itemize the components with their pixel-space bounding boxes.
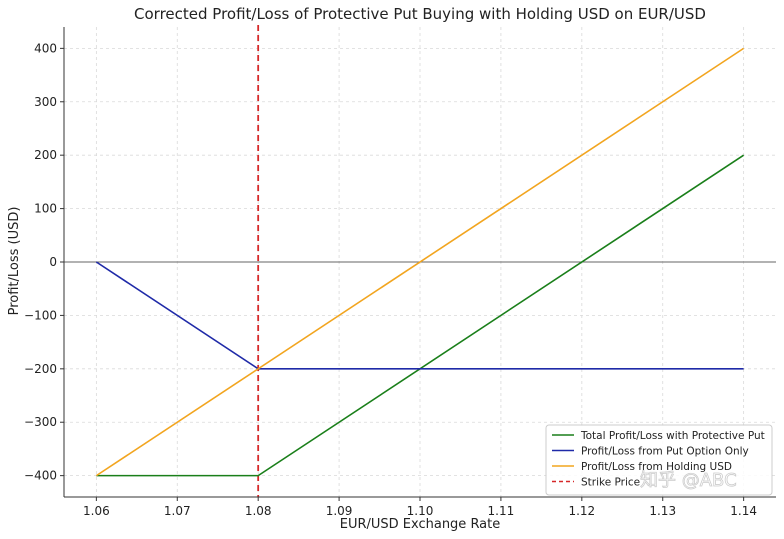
legend-box: [545, 424, 773, 496]
chart-title: Corrected Profit/Loss of Protective Put …: [134, 5, 706, 23]
series-line-1: [96, 154, 745, 477]
axes-layer: [60, 27, 776, 501]
legend-label: Profit/Loss from Put Option Only: [581, 446, 749, 458]
y-tick-label: −300: [24, 415, 57, 429]
y-axis-label: Profit/Loss (USD): [7, 207, 22, 316]
x-tick-label: 1.13: [649, 504, 676, 518]
x-tick-label: 1.14: [730, 504, 757, 518]
y-tick-label: −100: [24, 308, 57, 322]
series-line-3: [95, 47, 745, 477]
legend-label: Strike Price: [581, 477, 640, 489]
x-tick-label: 1.08: [245, 504, 272, 518]
watermark: 知乎 @ABC: [640, 470, 737, 491]
tick-labels-layer: 1.06 1.07 1.08 1.09 1.10 1.11 1.12 1.13 1.14 −400…: [24, 41, 757, 518]
x-axis-label: EUR/USD Exchange Rate: [340, 517, 501, 532]
x-tick-label: 1.12: [568, 504, 595, 518]
legend-label: Profit/Loss from Holding USD: [581, 461, 732, 473]
series-layer: [95, 47, 745, 477]
x-tick-label: 1.06: [83, 504, 110, 518]
legend: Total Profit/Loss with Protective Put Pro…: [545, 424, 773, 496]
y-tick-label: −200: [24, 362, 57, 376]
x-tick-label: 1.09: [326, 504, 353, 518]
y-tick-label: 100: [34, 202, 57, 216]
y-tick-label: 200: [34, 148, 57, 162]
y-tick-label: 0: [49, 255, 57, 269]
legend-label: Total Profit/Loss with Protective Put: [580, 430, 765, 442]
x-tick-label: 1.11: [488, 504, 515, 518]
y-tick-label: −400: [24, 469, 57, 483]
y-tick-label: 300: [34, 95, 57, 109]
x-tick-label: 1.10: [407, 504, 434, 518]
y-tick-label: 400: [34, 41, 57, 55]
x-tick-label: 1.07: [164, 504, 191, 518]
